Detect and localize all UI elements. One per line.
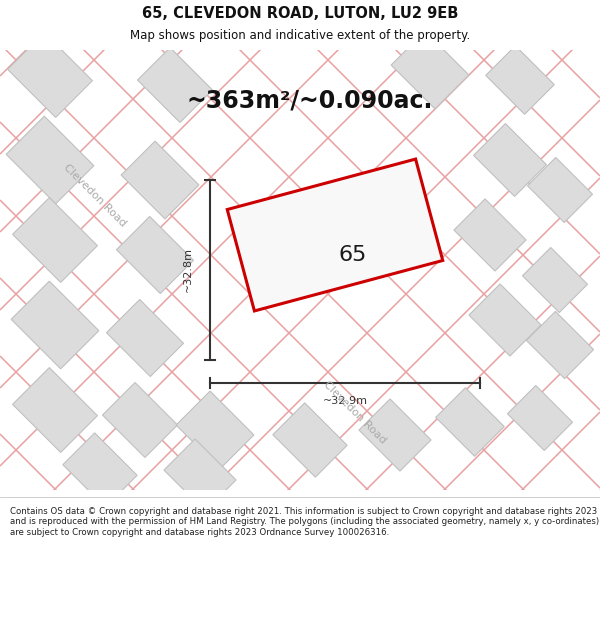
Text: Clevedon Road: Clevedon Road [62,162,128,228]
Polygon shape [526,311,593,379]
Text: 65: 65 [339,245,367,265]
Text: Clevedon Road: Clevedon Road [322,379,388,445]
Polygon shape [13,198,97,282]
Polygon shape [391,31,469,109]
Polygon shape [11,281,99,369]
Polygon shape [6,116,94,204]
Polygon shape [454,199,526,271]
Polygon shape [486,46,554,114]
Polygon shape [121,141,199,219]
Polygon shape [436,388,504,456]
Text: ~32.8m: ~32.8m [183,248,193,292]
Polygon shape [176,391,254,469]
Polygon shape [359,399,431,471]
Polygon shape [116,216,194,294]
Polygon shape [227,159,443,311]
Polygon shape [106,299,184,376]
Polygon shape [508,386,572,451]
Polygon shape [8,32,92,118]
Polygon shape [273,403,347,477]
Text: ~32.9m: ~32.9m [323,396,367,406]
Text: ~363m²/~0.090ac.: ~363m²/~0.090ac. [187,88,433,112]
Polygon shape [473,124,547,196]
Polygon shape [527,158,593,222]
Polygon shape [469,284,541,356]
Polygon shape [63,433,137,507]
Polygon shape [137,48,212,122]
Polygon shape [523,248,587,312]
Polygon shape [103,382,178,458]
Text: Contains OS data © Crown copyright and database right 2021. This information is : Contains OS data © Crown copyright and d… [10,507,599,537]
Text: Map shows position and indicative extent of the property.: Map shows position and indicative extent… [130,29,470,42]
Polygon shape [164,439,236,511]
Text: 65, CLEVEDON ROAD, LUTON, LU2 9EB: 65, CLEVEDON ROAD, LUTON, LU2 9EB [142,6,458,21]
Polygon shape [13,368,97,452]
